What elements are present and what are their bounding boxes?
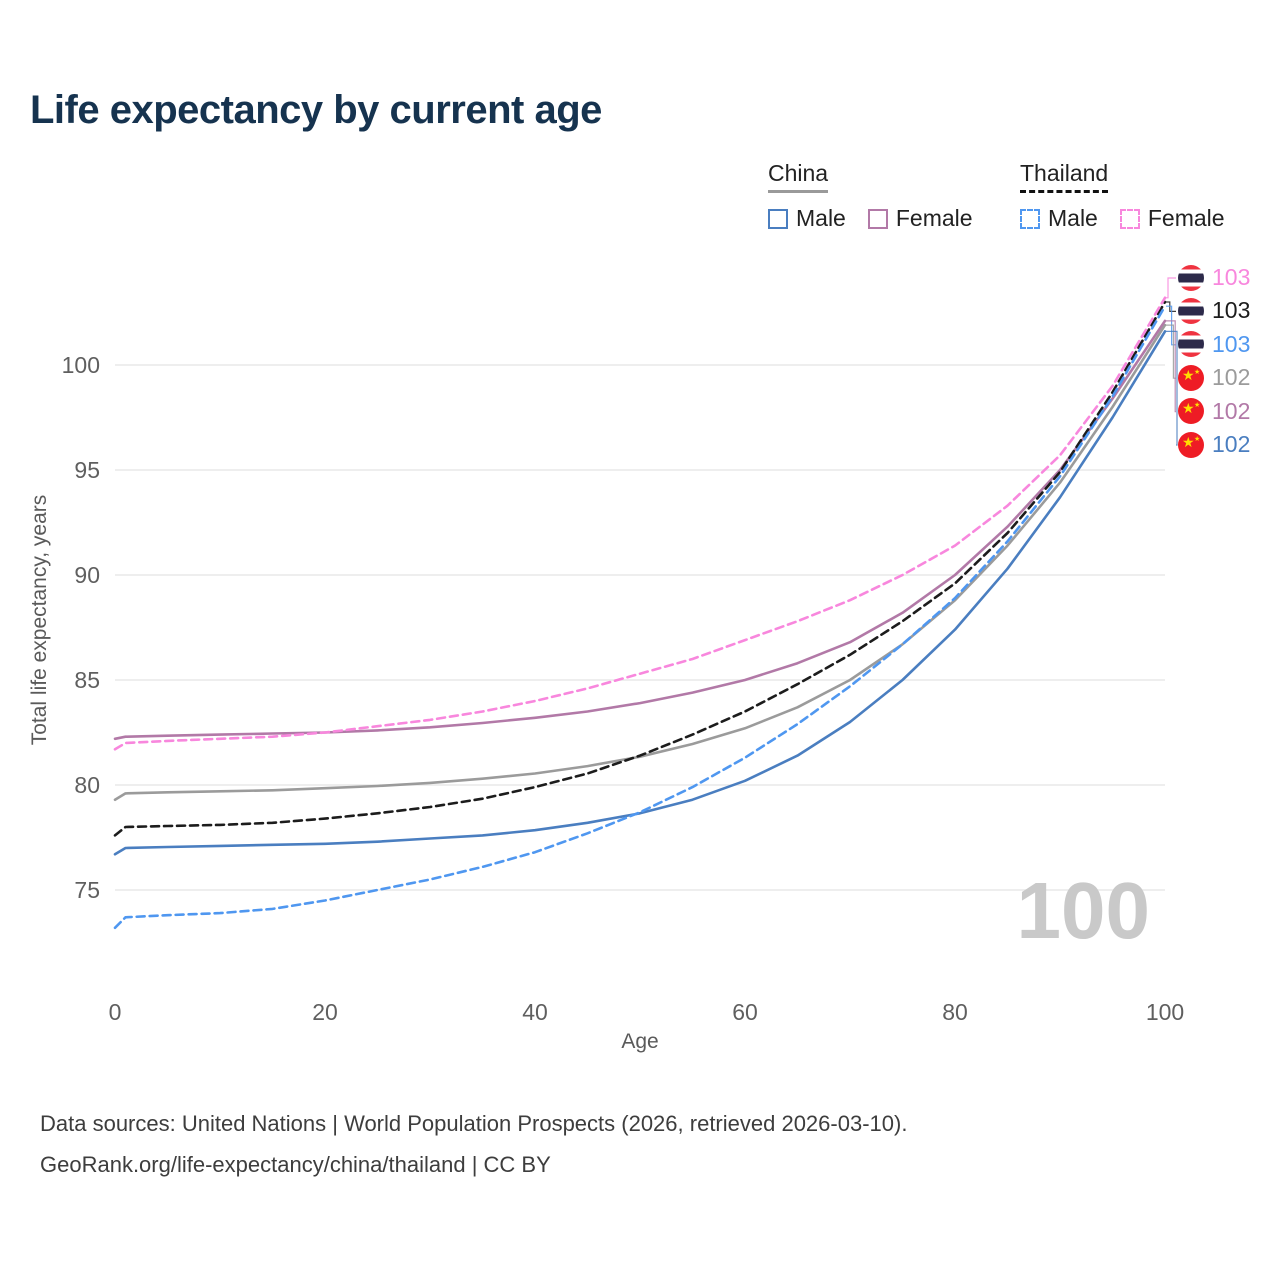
attribution-text: GeoRank.org/life-expectancy/china/thaila…: [40, 1151, 551, 1177]
x-tick-label: 60: [732, 999, 758, 1025]
age-watermark: 100: [1017, 866, 1150, 955]
thailand-flag-icon: [1178, 264, 1204, 291]
end-label-thailand-male: 103: [1178, 331, 1250, 358]
end-label-leader: [1166, 320, 1176, 413]
series-line-thailand-female[interactable]: [113, 296, 1167, 751]
series-line-china-male[interactable]: [113, 330, 1167, 856]
x-tick-label: 20: [312, 999, 338, 1025]
legend-item-thailand-male[interactable]: Male: [1020, 205, 1098, 232]
y-tick-label: 75: [74, 877, 100, 903]
end-label-leader: [1166, 330, 1178, 446]
y-tick-label: 95: [74, 457, 100, 483]
series-line-thailand-male[interactable]: [113, 304, 1167, 930]
x-axis-title: Age: [621, 1030, 658, 1053]
legend-items-thailand: Male Female: [1020, 205, 1225, 232]
end-label-value: 103: [1212, 297, 1251, 324]
legend-item-china-female[interactable]: Female: [867, 205, 973, 232]
series-line-thailand-total[interactable]: [113, 300, 1167, 837]
legend-item-label: Female: [895, 205, 973, 231]
end-label-china-total: 102: [1178, 364, 1250, 391]
legend-items-china: Male Female: [768, 205, 973, 232]
x-tick-label: 100: [1146, 999, 1184, 1025]
page-title: Life expectancy by current age: [30, 88, 602, 132]
legend-group-thailand: Thailand Male Female: [1020, 160, 1225, 232]
end-label-value: 102: [1212, 397, 1251, 424]
end-label-value: 103: [1212, 264, 1251, 290]
end-label-thailand-female: 103: [1178, 264, 1250, 291]
legend-group-china: China Male Female: [768, 160, 973, 232]
legend-item-china-male[interactable]: Male: [768, 205, 846, 232]
y-tick-label: 85: [74, 667, 100, 693]
end-label-thailand-total: 103: [1178, 297, 1250, 324]
thailand-female-swatch-icon: [1119, 208, 1140, 229]
x-tick-label: 40: [522, 999, 548, 1025]
y-tick-label: 100: [62, 352, 100, 378]
end-label-china-female: 102: [1178, 398, 1250, 425]
china-female-swatch-icon: [867, 208, 888, 229]
series-line-china-total[interactable]: [113, 323, 1167, 801]
legend-title-china: China: [768, 160, 829, 193]
x-tick-label: 0: [109, 999, 122, 1025]
end-label-leader: [1166, 277, 1176, 299]
legend-item-label: Male: [796, 205, 846, 231]
footer: Data sources: United Nations | World Pop…: [40, 1104, 907, 1185]
china-flag-icon: [1178, 398, 1204, 425]
thailand-male-swatch-icon: [1020, 208, 1040, 229]
end-label-value: 102: [1212, 364, 1251, 391]
end-label-china-male: 102: [1178, 431, 1250, 458]
thailand-flag-icon: [1178, 331, 1204, 358]
china-male-swatch-icon: [768, 208, 788, 229]
legend-item-thailand-female[interactable]: Female: [1119, 205, 1225, 232]
y-axis-title: Total life expectancy, years: [28, 495, 51, 746]
legend-title-thailand: Thailand: [1020, 160, 1109, 193]
legend-item-label: Female: [1147, 205, 1225, 231]
china-flag-icon: [1178, 431, 1204, 458]
thailand-flag-icon: [1178, 297, 1204, 324]
end-label-value: 102: [1212, 431, 1251, 457]
china-flag-icon: [1178, 364, 1204, 391]
y-tick-label: 80: [74, 772, 100, 798]
y-tick-label: 90: [74, 562, 100, 588]
x-tick-label: 80: [942, 999, 968, 1025]
legend-item-label: Male: [1048, 205, 1098, 231]
series-line-china-female[interactable]: [113, 319, 1167, 741]
data-sources-text: Data sources: United Nations | World Pop…: [40, 1111, 908, 1136]
end-label-value: 103: [1212, 330, 1251, 357]
